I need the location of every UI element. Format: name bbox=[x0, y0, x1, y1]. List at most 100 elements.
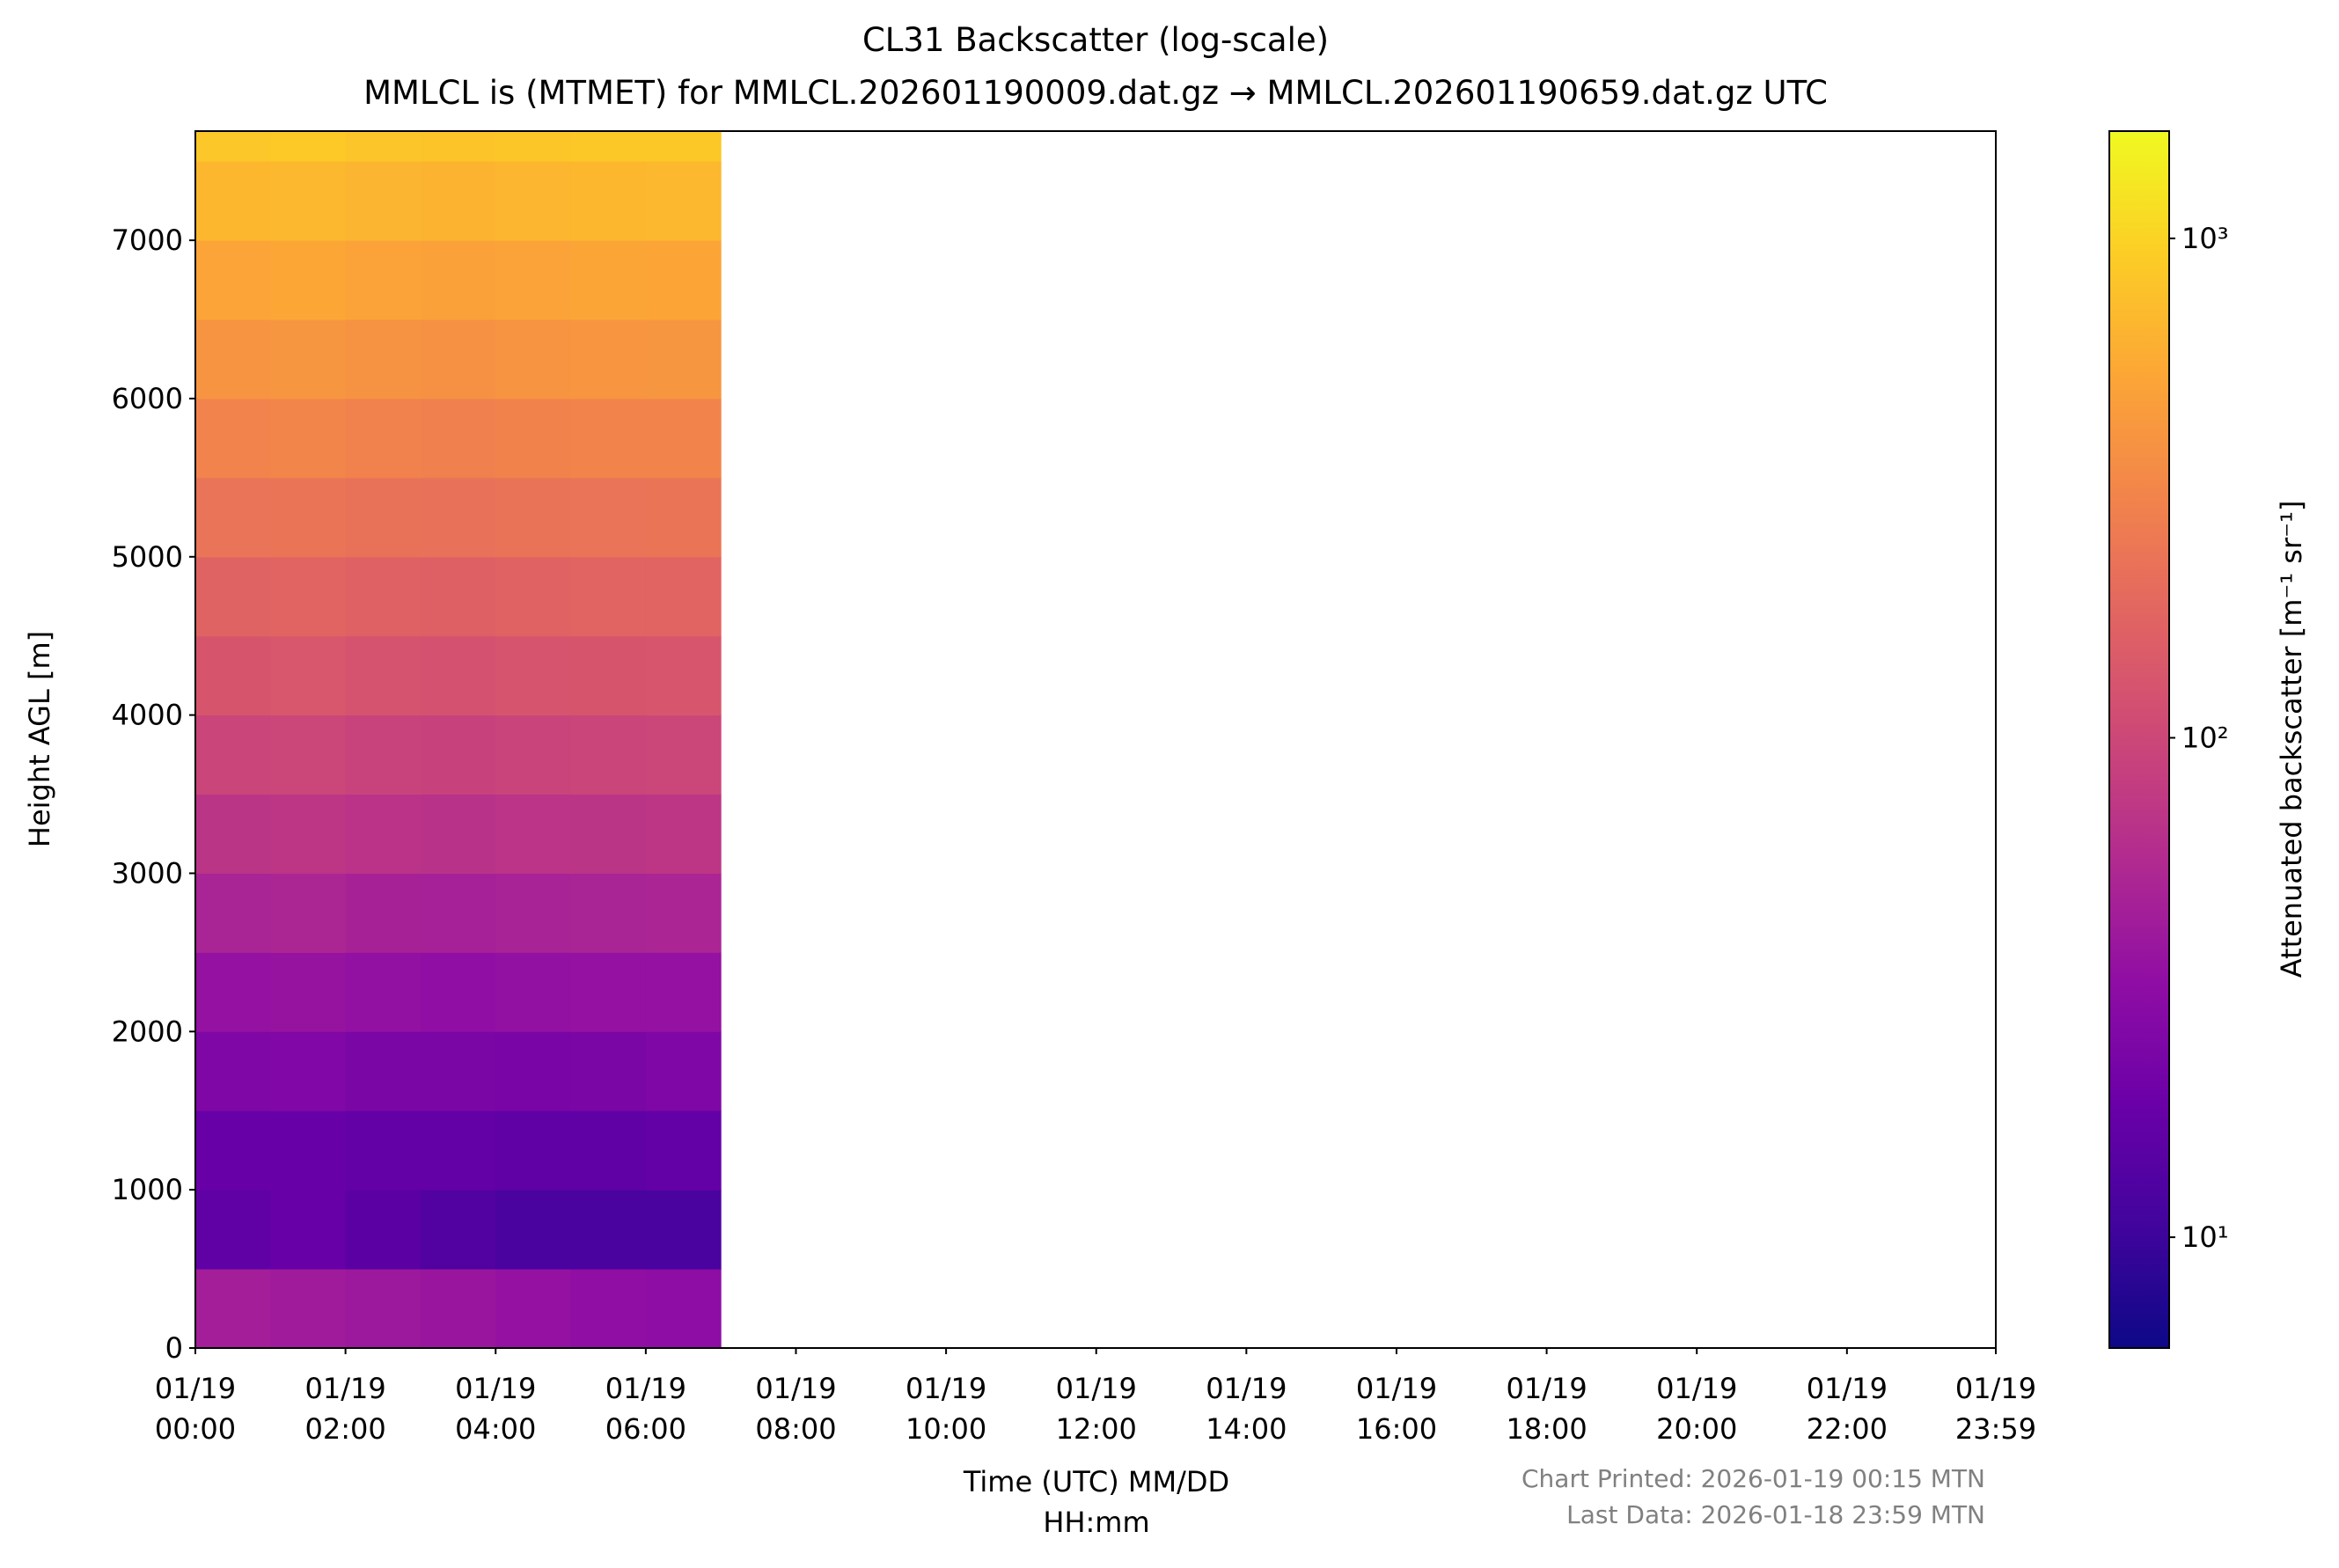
heatmap-cell bbox=[495, 1190, 572, 1270]
heatmap-cell bbox=[645, 952, 722, 1032]
heatmap-cell bbox=[570, 1190, 647, 1270]
heatmap-cell bbox=[270, 398, 347, 479]
colorbar bbox=[2108, 130, 2170, 1349]
heatmap-cell bbox=[570, 873, 647, 953]
heatmap-cell bbox=[195, 1190, 271, 1270]
y-tick-label: 1000 bbox=[112, 1173, 183, 1206]
x-tick-label: 01/19 bbox=[755, 1372, 836, 1405]
heatmap-cell bbox=[645, 1269, 722, 1349]
heatmap-cell bbox=[345, 161, 422, 241]
heatmap-cell bbox=[195, 873, 271, 953]
heatmap-cell bbox=[195, 131, 271, 162]
heatmap-cell bbox=[495, 556, 572, 637]
x-tick-label: 20:00 bbox=[1656, 1412, 1737, 1446]
x-tick-label: 01/19 bbox=[1206, 1372, 1287, 1405]
x-tick-label: 01/19 bbox=[1955, 1372, 2036, 1405]
heatmap-cell bbox=[270, 1190, 347, 1270]
heatmap-cell bbox=[420, 131, 496, 162]
x-tick-label: 08:00 bbox=[755, 1412, 836, 1446]
heatmap-cell bbox=[420, 161, 496, 241]
y-tick-label: 5000 bbox=[112, 540, 183, 574]
heatmap-cell bbox=[420, 1031, 496, 1111]
heatmap-cell bbox=[195, 1031, 271, 1111]
heatmap-cell bbox=[195, 635, 271, 716]
heatmap-cell bbox=[495, 873, 572, 953]
heatmap-cell bbox=[645, 1190, 722, 1270]
heatmap-cell bbox=[270, 1110, 347, 1191]
x-tick-label: 04:00 bbox=[455, 1412, 536, 1446]
y-tick-label: 2000 bbox=[112, 1015, 183, 1048]
heatmap-cell bbox=[645, 240, 722, 320]
x-tick-label: 10:00 bbox=[906, 1412, 986, 1446]
heatmap-cell bbox=[645, 556, 722, 637]
heatmap-cell bbox=[645, 1110, 722, 1191]
x-tick-label: 18:00 bbox=[1506, 1412, 1587, 1446]
heatmap-cell bbox=[495, 794, 572, 874]
x-tick-label: 01/19 bbox=[1807, 1372, 1888, 1405]
heatmap-cell bbox=[570, 477, 647, 558]
heatmap-cell bbox=[570, 952, 647, 1032]
heatmap-cell bbox=[570, 1031, 647, 1111]
x-tick-label: 01/19 bbox=[1506, 1372, 1587, 1405]
heatmap-cell bbox=[270, 635, 347, 716]
x-tick-label: 23:59 bbox=[1955, 1412, 2036, 1446]
heatmap-cell bbox=[570, 319, 647, 399]
heatmap-cell bbox=[645, 131, 722, 162]
heatmap-cell bbox=[570, 131, 647, 162]
heatmap-cell bbox=[645, 794, 722, 874]
heatmap-cell bbox=[645, 873, 722, 953]
heatmap-cell bbox=[195, 714, 271, 795]
heatmap-cell bbox=[345, 714, 422, 795]
heatmap-cell bbox=[270, 131, 347, 162]
heatmap-cell bbox=[270, 952, 347, 1032]
heatmap-cell bbox=[570, 1110, 647, 1191]
heatmap-cell bbox=[495, 1031, 572, 1111]
heatmap-cell bbox=[495, 952, 572, 1032]
heatmap-cell bbox=[345, 240, 422, 320]
y-tick-label: 7000 bbox=[112, 223, 183, 257]
x-tick-label: 00:00 bbox=[155, 1412, 236, 1446]
heatmap-cell bbox=[270, 1031, 347, 1111]
heatmap-cell bbox=[570, 714, 647, 795]
heatmap-cell bbox=[195, 319, 271, 399]
heatmap-cell bbox=[345, 556, 422, 637]
x-tick-label: 01/19 bbox=[1656, 1372, 1737, 1405]
heatmap-cell bbox=[645, 319, 722, 399]
heatmap-cell bbox=[420, 714, 496, 795]
chart-title: CL31 Backscatter (log-scale) bbox=[862, 21, 1329, 59]
heatmap-cell bbox=[495, 635, 572, 716]
heatmap-cell bbox=[195, 477, 271, 558]
heatmap-cell bbox=[420, 635, 496, 716]
heatmap-cell bbox=[345, 635, 422, 716]
heatmap-cell bbox=[420, 1110, 496, 1191]
heatmap-cell bbox=[420, 873, 496, 953]
x-axis-label: HH:mm bbox=[1043, 1506, 1149, 1539]
heatmap-cell bbox=[345, 952, 422, 1032]
y-tick-label: 4000 bbox=[112, 699, 183, 732]
heatmap-cell bbox=[270, 319, 347, 399]
heatmap-cell bbox=[270, 556, 347, 637]
heatmap-cell bbox=[270, 1269, 347, 1349]
heatmap-cell bbox=[270, 477, 347, 558]
x-tick-label: 01/19 bbox=[455, 1372, 536, 1405]
heatmap-cell bbox=[570, 161, 647, 241]
heatmap-cell bbox=[495, 398, 572, 479]
colorbar-tick-label: 10³ bbox=[2181, 222, 2229, 255]
heatmap-cell bbox=[345, 794, 422, 874]
heatmap-cell bbox=[420, 398, 496, 479]
chart-subtitle: MMLCL is (MTMET) for MMLCL.202601190009.… bbox=[363, 74, 1828, 112]
heatmap-cell bbox=[270, 240, 347, 320]
y-tick-label: 6000 bbox=[112, 382, 183, 415]
footer-note: Last Data: 2026-01-18 23:59 MTN bbox=[1566, 1500, 1985, 1529]
x-axis-label: Time (UTC) MM/DD bbox=[963, 1465, 1229, 1498]
y-tick-label: 0 bbox=[165, 1331, 183, 1365]
heatmap-cell bbox=[495, 161, 572, 241]
x-tick-label: 01/19 bbox=[605, 1372, 686, 1405]
heatmap-cell bbox=[195, 240, 271, 320]
heatmap-cell bbox=[195, 1110, 271, 1191]
heatmap-cell bbox=[645, 161, 722, 241]
x-tick-label: 01/19 bbox=[155, 1372, 236, 1405]
heatmap-cell bbox=[495, 1110, 572, 1191]
